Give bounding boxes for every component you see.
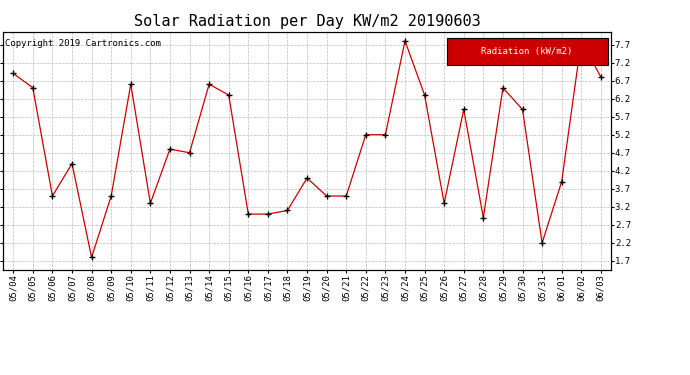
- FancyBboxPatch shape: [446, 38, 608, 65]
- Text: Radiation (kW/m2): Radiation (kW/m2): [482, 47, 573, 56]
- Title: Solar Radiation per Day KW/m2 20190603: Solar Radiation per Day KW/m2 20190603: [134, 14, 480, 29]
- Text: Copyright 2019 Cartronics.com: Copyright 2019 Cartronics.com: [5, 39, 161, 48]
